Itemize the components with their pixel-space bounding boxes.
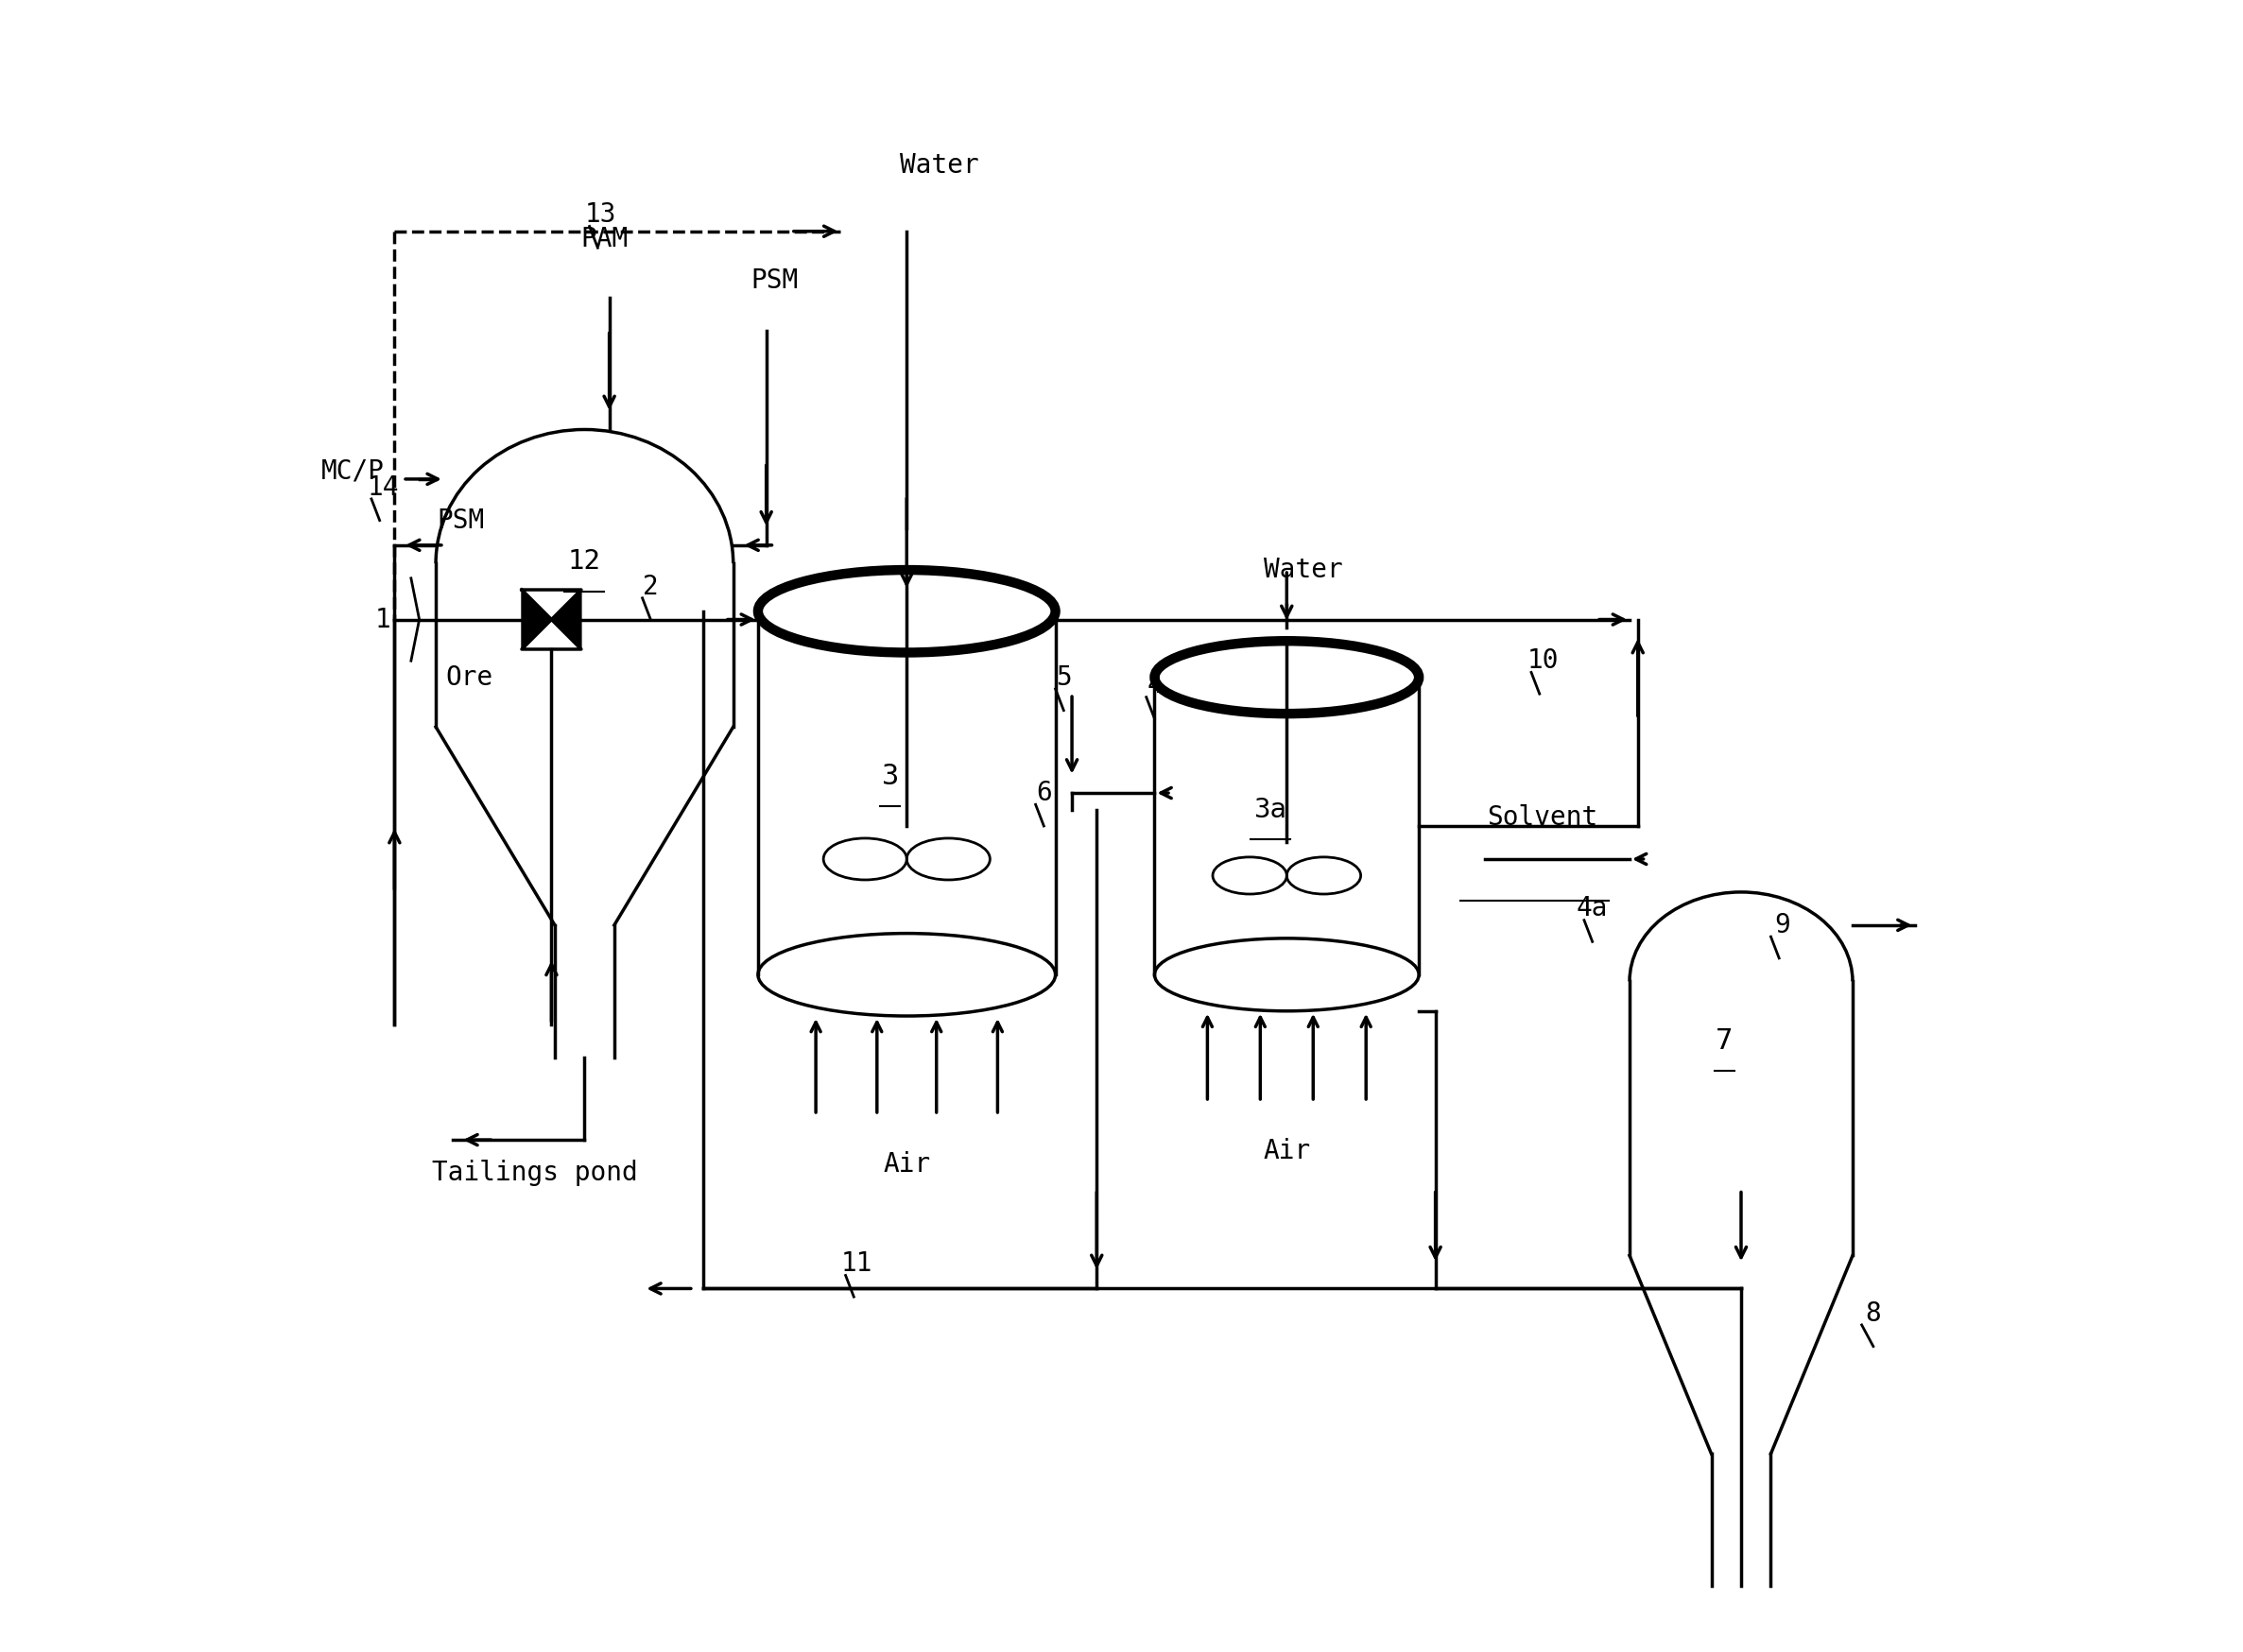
Text: Air: Air — [884, 1151, 931, 1178]
Text: Water: Water — [1263, 557, 1344, 583]
Text: 1: 1 — [375, 606, 390, 633]
Text: PAM: PAM — [581, 226, 628, 253]
Text: PSM: PSM — [751, 268, 799, 294]
Text: Air: Air — [1263, 1138, 1310, 1165]
Text: 7: 7 — [1716, 1028, 1734, 1054]
Text: PSM: PSM — [437, 507, 484, 534]
Text: Solvent: Solvent — [1487, 805, 1599, 831]
Polygon shape — [552, 590, 581, 649]
Text: 14: 14 — [368, 474, 399, 501]
Text: 8: 8 — [1866, 1300, 1882, 1327]
Text: 11: 11 — [841, 1251, 873, 1277]
Text: 10: 10 — [1527, 648, 1559, 674]
Text: Ore: Ore — [444, 664, 493, 691]
Text: Tailings pond: Tailings pond — [433, 1160, 637, 1186]
Polygon shape — [523, 590, 552, 649]
Text: 9: 9 — [1774, 912, 1790, 938]
Text: 3a: 3a — [1254, 796, 1287, 823]
Text: 12: 12 — [567, 548, 601, 575]
Text: 3: 3 — [881, 763, 899, 790]
Text: Water: Water — [899, 152, 980, 178]
Text: 4a: 4a — [1577, 895, 1608, 922]
Text: 5: 5 — [1056, 664, 1072, 691]
Text: 4: 4 — [1146, 672, 1162, 699]
Text: 13: 13 — [585, 202, 617, 228]
Text: 2: 2 — [644, 573, 659, 600]
Text: MC/P: MC/P — [321, 458, 386, 484]
Text: 6: 6 — [1036, 780, 1052, 806]
